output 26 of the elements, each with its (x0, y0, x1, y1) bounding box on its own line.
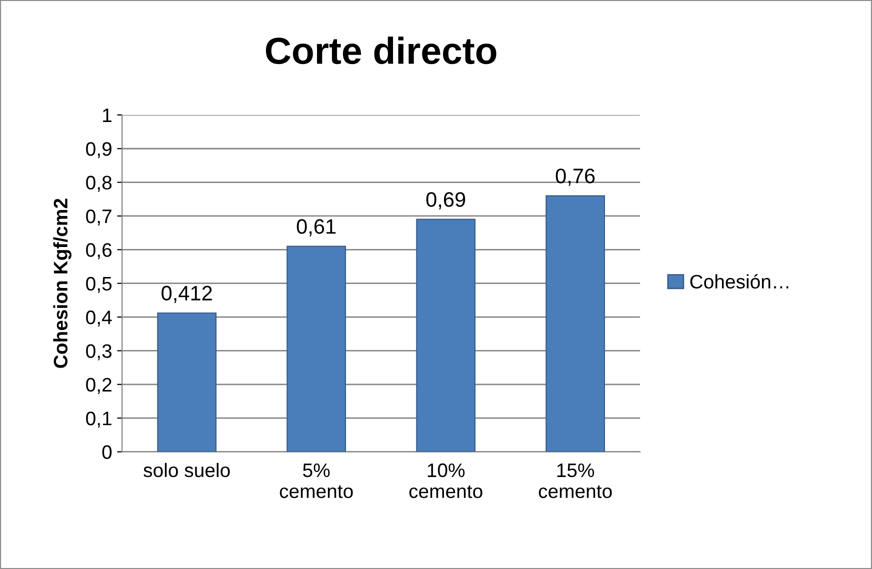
y-tick-label: 0,4 (86, 310, 112, 327)
x-tick-label: 10% cemento (409, 463, 482, 498)
bar (546, 195, 605, 452)
y-tick-label: 0,1 (86, 412, 112, 428)
x-tick-label: 15% cemento (538, 463, 612, 498)
data-label: 0,76 (556, 168, 595, 186)
data-label: 0,412 (162, 286, 212, 304)
y-tick-label: 0,7 (86, 209, 112, 226)
y-tick-label: 0,8 (86, 176, 112, 192)
y-tick-label: 1 (103, 108, 112, 122)
bar (286, 246, 346, 452)
y-tick-label: 0,2 (86, 378, 112, 394)
y-axis-title: Cohesion Kgf/cm2 (53, 198, 72, 368)
y-tick-label: 0 (102, 445, 112, 460)
y-tick-label: 0,5 (86, 276, 112, 293)
bar (416, 218, 476, 452)
x-tick-label: 5% cemento (280, 463, 353, 498)
y-tick-label: 0,6 (86, 243, 112, 260)
data-label: 0,61 (296, 219, 336, 236)
legend-label: Cohesión… (690, 274, 788, 289)
chart-title: Corte directo (266, 36, 496, 64)
data-label: 0,69 (426, 192, 466, 210)
y-tick-label: 0,9 (86, 142, 112, 158)
bar (157, 312, 217, 452)
x-tick-label: solo suelo (144, 462, 230, 478)
y-tick-label: 0,3 (86, 344, 112, 360)
